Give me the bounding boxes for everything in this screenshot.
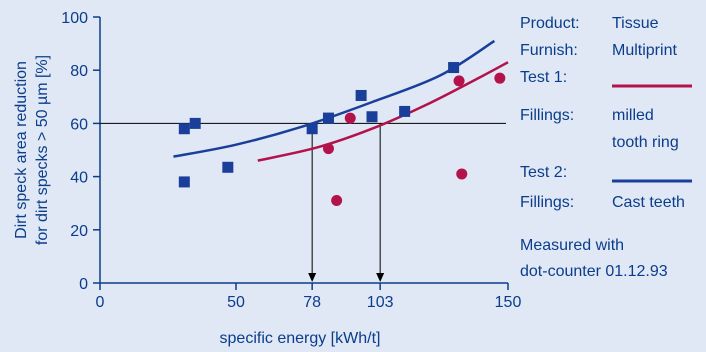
legend-key-fillings-test2: Fillings: [520,194,574,211]
x-tick-label: 78 [303,294,321,311]
test1-point [344,112,356,124]
x-tick-label: 0 [96,294,105,311]
test2-point [222,161,234,173]
x-tick-label: 150 [495,294,522,311]
legend-note-line1: Measured with [520,237,624,254]
test2-point [178,123,190,135]
test2-point [355,89,367,101]
legend-key-test1: Test 1: [520,69,567,86]
test2-fit-curve [173,39,496,158]
legend-key-test2: Test 2: [520,164,567,181]
tick-labels: 0 20 40 60 80 100 0 50 78 103 150 [61,10,521,311]
legend-value-fillings-test1-line2: tooth ring [612,134,679,151]
legend-note-line2: dot-counter 01.12.93 [520,263,668,280]
test2-point [448,62,460,74]
legend-panel: Product: Tissue Furnish: Multiprint Test… [520,15,692,280]
test1-point [456,168,468,180]
test1-point [331,195,343,207]
y-tick-label: 100 [61,10,88,27]
x-tick-label: 103 [367,294,394,311]
legend-key-fillings-test1: Fillings: [520,107,574,124]
legend-value-fillings-test1-line1: milled [612,107,654,124]
y-tick-label: 60 [70,116,88,133]
test2-point [306,123,318,135]
legend-value-product: Tissue [612,15,659,32]
y-tick-label: 0 [79,276,88,293]
y-tick-label: 80 [70,63,88,80]
arrow-head [308,273,317,282]
arrow-head [376,273,385,282]
legend-value-fillings-test2: Cast teeth [612,194,685,211]
test1-point [494,72,506,84]
legend-key-furnish: Furnish: [520,42,578,59]
plot-axes [93,16,509,290]
test2-point [322,112,334,124]
y-axis-label-line2: for dirt specks > 50 µm [%] [34,55,51,245]
test1-fit-curve [257,61,509,162]
x-axis-label: specific energy [kWh/t] [220,330,381,347]
legend-key-product: Product: [520,15,580,32]
legend-value-furnish: Multiprint [612,42,677,59]
fit-curves [173,39,509,162]
test2-point [399,105,411,117]
data-points [178,62,506,207]
test1-point [322,143,334,155]
y-tick-label: 20 [70,223,88,240]
reference-lines [100,122,506,282]
test2-point [189,117,201,129]
test2-point [366,111,378,123]
x-tick-label: 50 [227,294,245,311]
test1-point [453,75,465,87]
y-axis-label-line1: Dirt speck area reduction [13,61,30,239]
test2-point [178,176,190,188]
y-tick-label: 40 [70,170,88,187]
